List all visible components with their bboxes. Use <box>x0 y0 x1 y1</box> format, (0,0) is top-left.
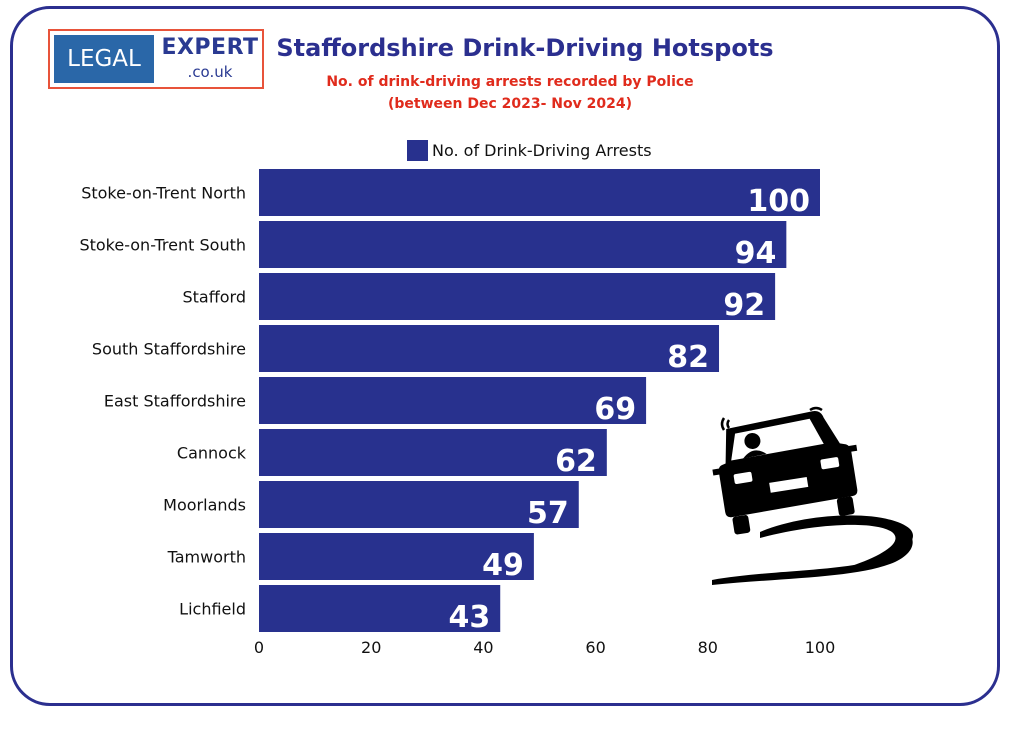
legend-label: No. of Drink-Driving Arrests <box>432 140 652 160</box>
bar-0 <box>259 169 820 216</box>
logo-domain-text: .co.uk <box>187 63 233 81</box>
category-label: Cannock <box>177 444 247 463</box>
category-label: Moorlands <box>163 496 246 515</box>
x-tick-label: 20 <box>361 638 381 657</box>
logo-legal-text: LEGAL <box>54 35 154 83</box>
x-tick-label: 60 <box>585 638 605 657</box>
bar-3 <box>259 325 720 372</box>
x-tick-label: 40 <box>473 638 493 657</box>
category-label: Tamworth <box>167 548 246 567</box>
logo-expert-text: EXPERT <box>161 35 259 60</box>
value-label: 100 <box>747 184 810 219</box>
x-tick-label: 100 <box>805 638 836 657</box>
value-label: 62 <box>555 444 597 479</box>
bar-7 <box>259 533 534 580</box>
chart-subtitle: No. of drink-driving arrests recorded by… <box>290 71 730 115</box>
category-label: South Staffordshire <box>92 340 246 359</box>
legend: No. of Drink-Driving Arrests <box>407 139 652 161</box>
bar-5 <box>259 429 607 476</box>
value-label: 69 <box>594 392 636 427</box>
bar-2 <box>259 273 776 320</box>
category-label: Lichfield <box>179 600 246 619</box>
legal-expert-logo: LEGAL EXPERT .co.uk <box>48 29 264 89</box>
bar-4 <box>259 377 647 424</box>
category-label: East Staffordshire <box>104 392 246 411</box>
chart-frame <box>10 6 1000 706</box>
legend-swatch <box>407 139 428 161</box>
category-label: Stoke-on-Trent North <box>81 184 246 203</box>
bar-1 <box>259 221 787 268</box>
logo-expert-block: EXPERT .co.uk <box>158 33 262 81</box>
bar-8 <box>259 585 501 632</box>
bar-6 <box>259 481 579 528</box>
category-label: Stoke-on-Trent South <box>79 236 246 255</box>
subtitle-line-2: (between Dec 2023- Nov 2024) <box>387 96 632 112</box>
chart-title: Staffordshire Drink-Driving Hotspots <box>276 34 774 62</box>
subtitle-line-1: No. of drink-driving arrests recorded by… <box>326 74 694 90</box>
value-label: 57 <box>527 496 569 531</box>
x-tick-label: 80 <box>698 638 718 657</box>
skidding-car-icon <box>712 406 913 585</box>
value-label: 92 <box>723 288 765 323</box>
value-label: 43 <box>448 600 490 635</box>
x-tick-label: 0 <box>254 638 264 657</box>
value-label: 49 <box>482 548 524 583</box>
value-label: 82 <box>667 340 709 375</box>
value-label: 94 <box>735 236 777 271</box>
category-label: Stafford <box>183 288 247 307</box>
